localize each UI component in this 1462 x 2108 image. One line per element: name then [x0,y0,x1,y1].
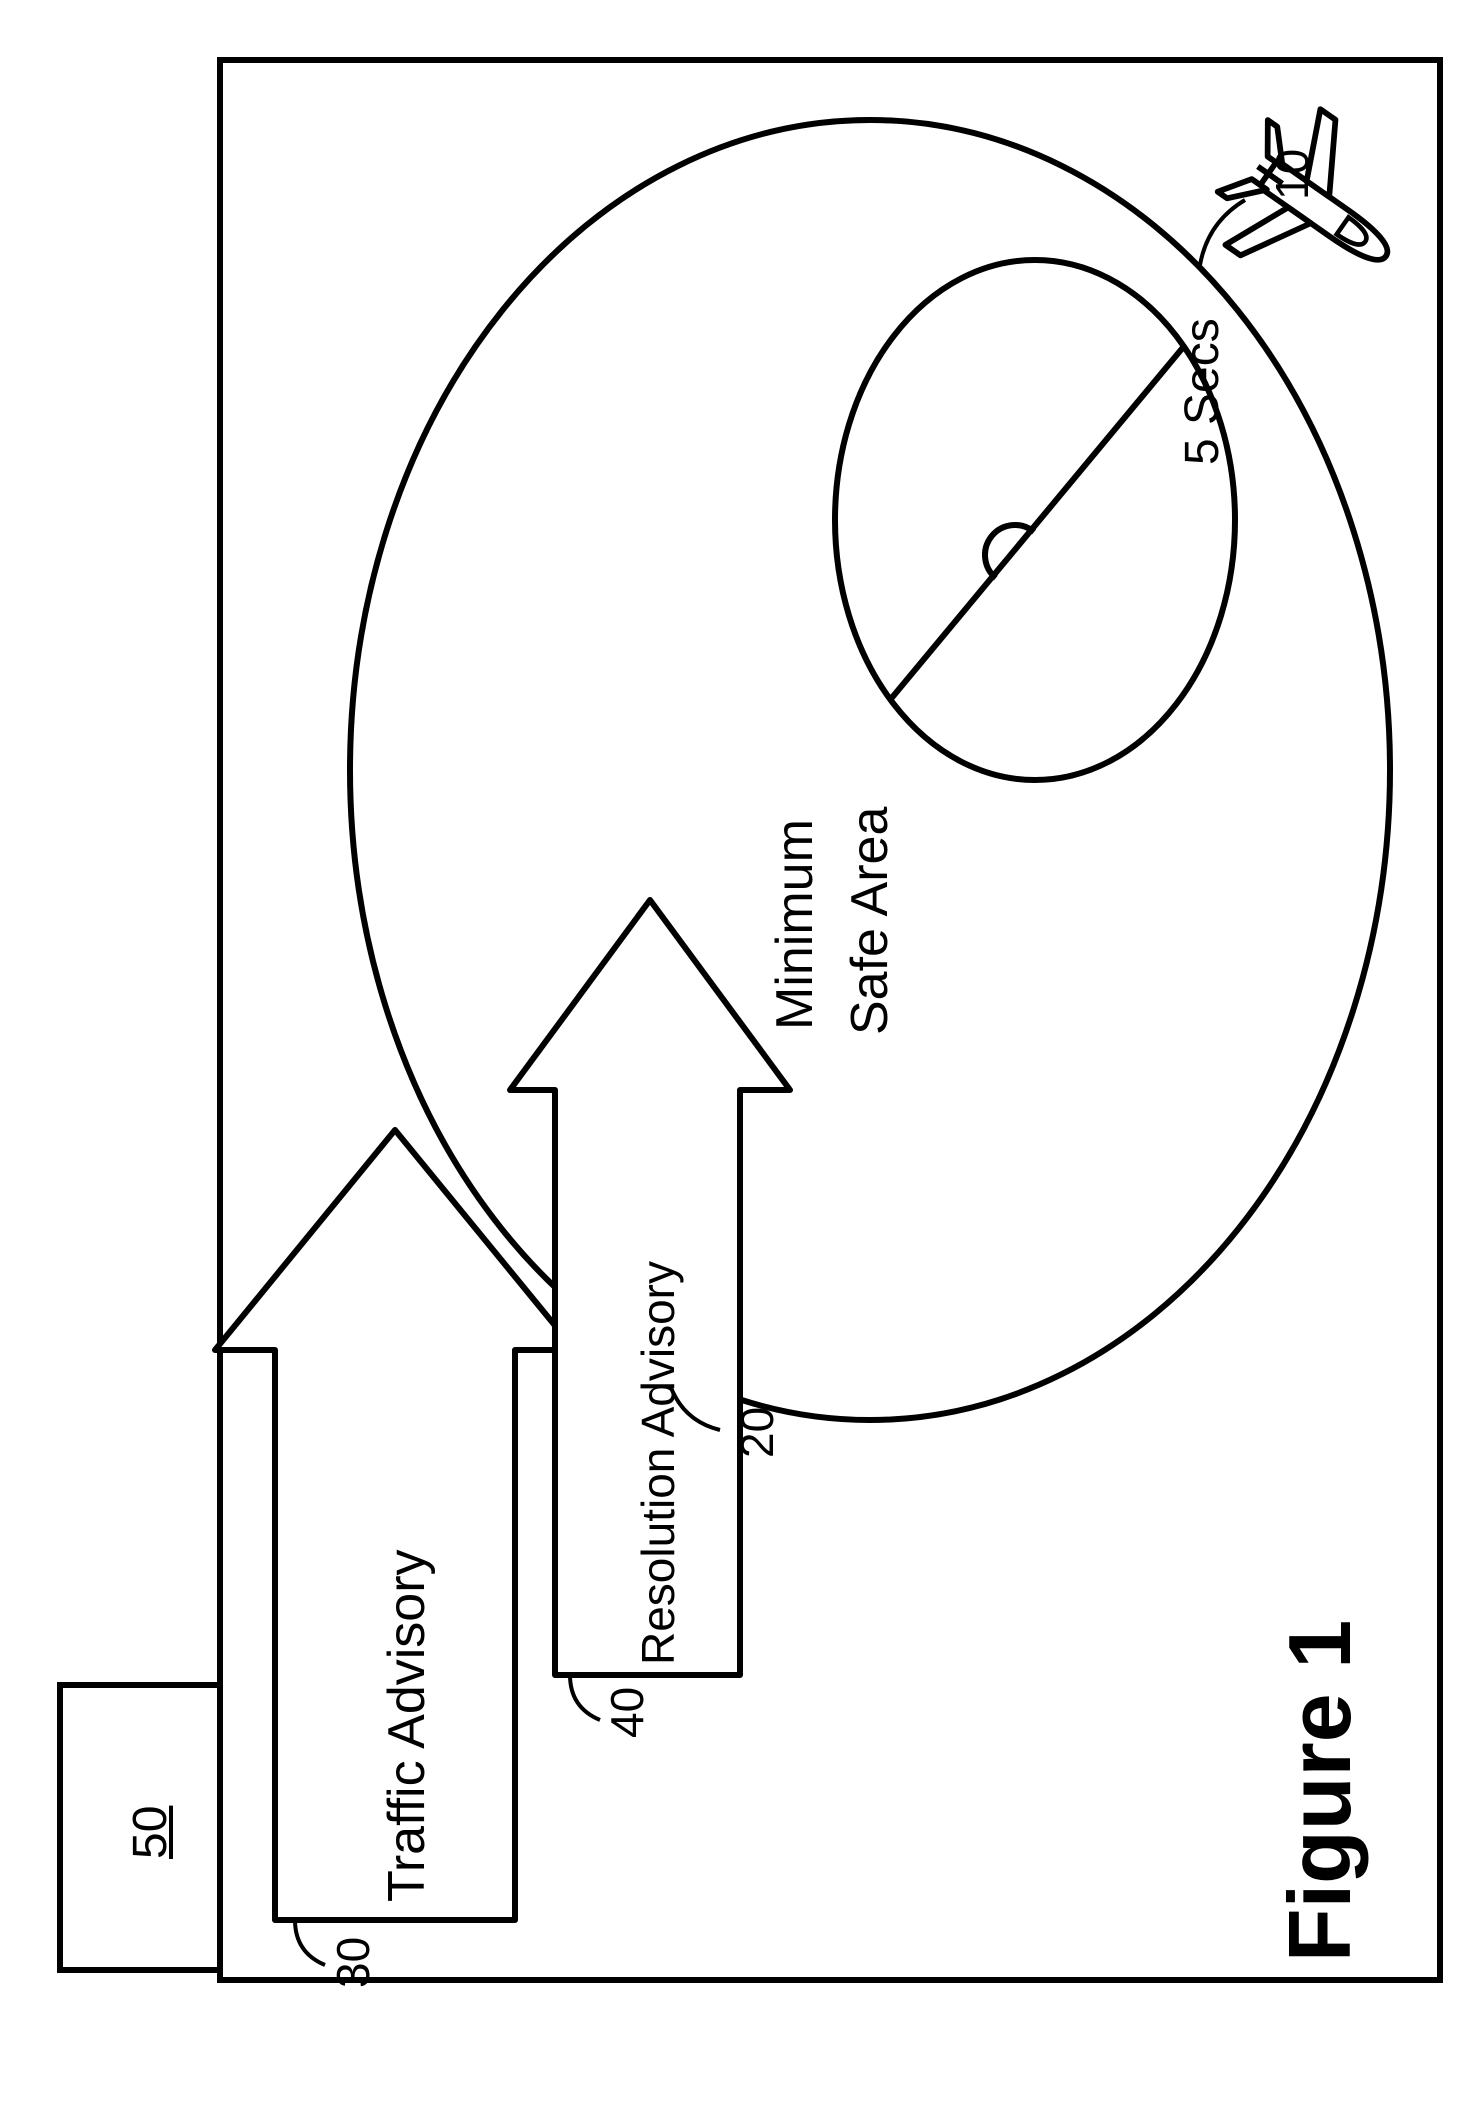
callout-40: 40 [600,1687,654,1738]
callout-10: 10 [1265,149,1319,200]
diagram-svg [0,0,1462,2108]
label-traffic-advisory: Traffic Advisory [377,1549,437,1902]
label-box-50: 50 [123,1805,178,1858]
label-5-secs: 5 Secs [1175,318,1230,465]
label-safe-area: Safe Area [840,807,900,1035]
label-resolution-advisory: Resolution Advisory [631,1261,685,1665]
airplane-icon [1195,88,1433,324]
figure-title: Figure 1 [1269,1541,1371,2041]
label-minimum: Minimum [765,819,825,1030]
callout-30: 30 [326,1937,380,1988]
callout-20: 20 [730,1407,784,1458]
